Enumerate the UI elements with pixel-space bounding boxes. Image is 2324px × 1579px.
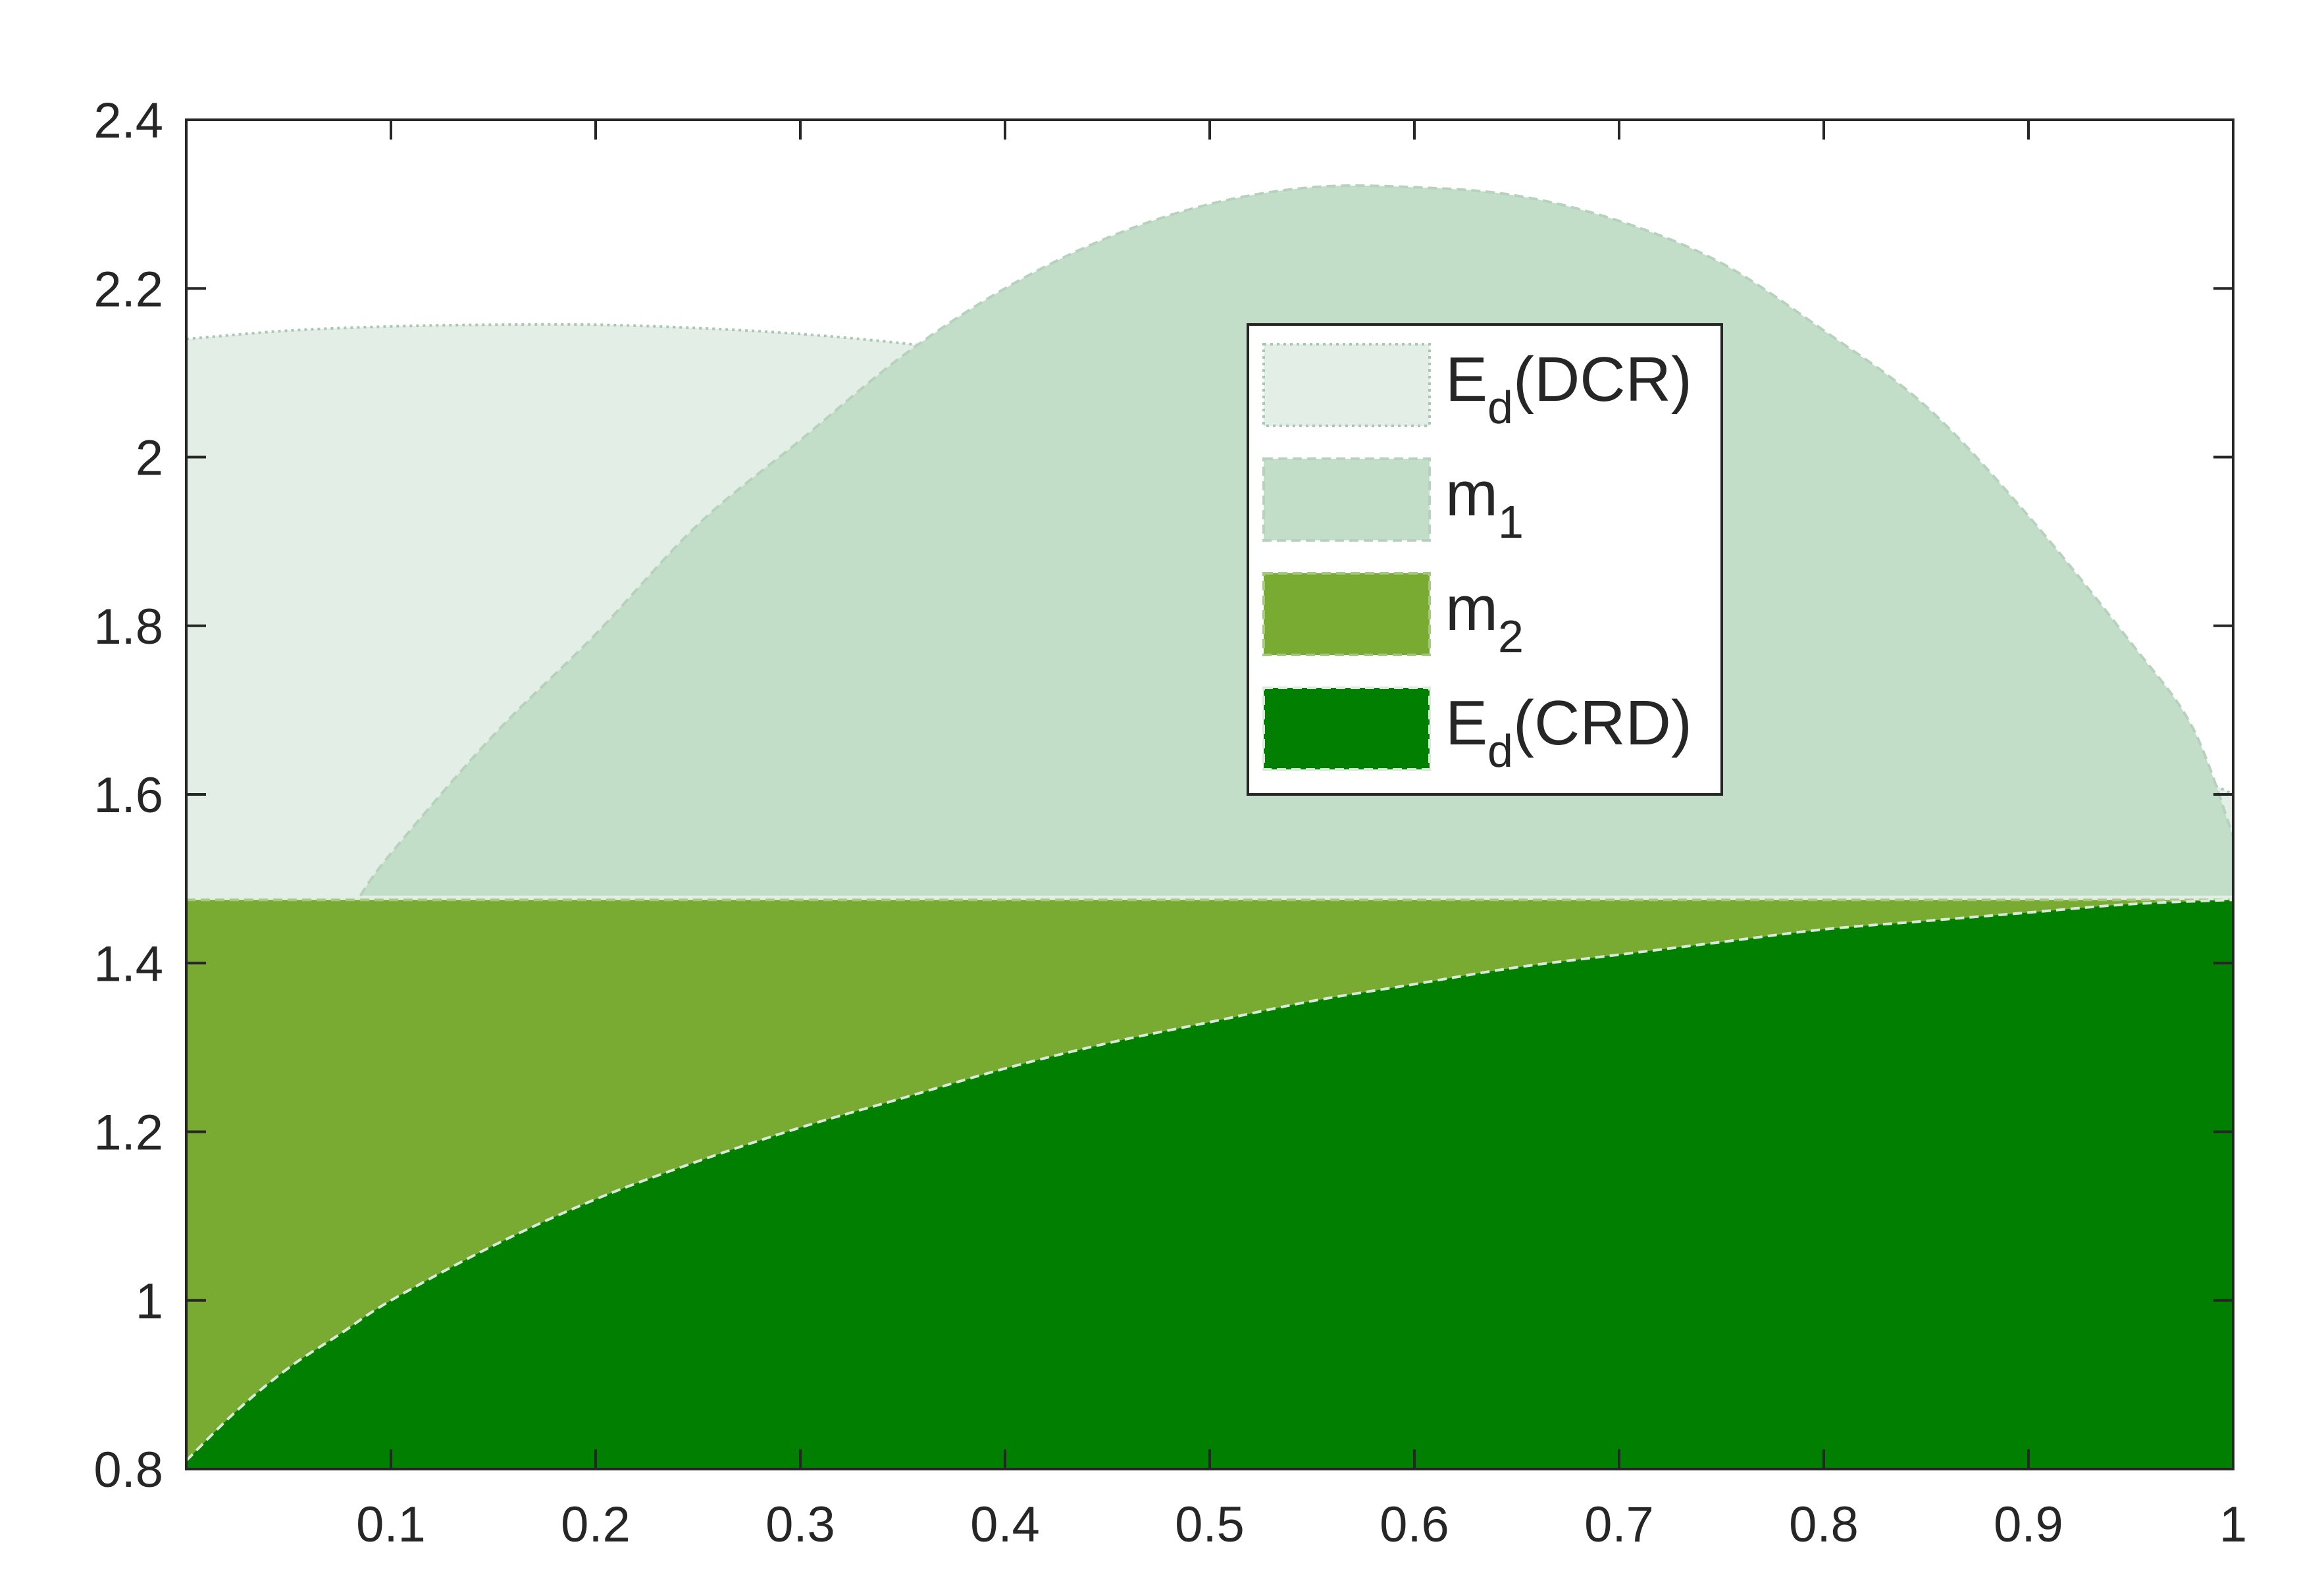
legend-label: m2 [1445,573,1524,662]
y-tick-label: 2.4 [93,93,163,149]
y-tick-label: 2.2 [93,261,163,317]
axes: 0.1 0.2 0.3 0.4 0.5 0.6 0.7 0.8 0.9 1 0.8 1 1.2 1.4 1.… [93,93,2247,1553]
x-tick-label: 0.3 [765,1497,835,1553]
x-tick-label: 1 [2219,1497,2247,1553]
legend-entry-m-1: m1 [1262,457,1524,548]
edge-e-d-crd [185,898,2234,1462]
legend-label: m1 [1445,459,1524,548]
edge-m-1 [359,184,2234,896]
legend-label: Ed(CRD) [1445,688,1692,777]
x-tick-label: 0.8 [1789,1497,1859,1553]
x-tick-label: 0.5 [1175,1497,1245,1553]
series-e-d-crd [185,898,2234,1469]
edge-e-d-dcr [186,323,2234,796]
x-tick-label: 0.6 [1380,1497,1449,1553]
area-e-d-crd [186,900,2233,1469]
y-tick-label: 2 [136,430,163,486]
y-tick-label: 1 [136,1274,163,1330]
y-tick-label: 1.6 [93,767,163,823]
legend-swatch [1262,572,1431,656]
x-tick-label: 0.4 [970,1497,1040,1553]
x-tick-label: 0.7 [1584,1497,1654,1553]
y-tick-label: 1.8 [93,599,163,655]
legend-entry-e-d-crd: Ed(CRD) [1262,686,1692,777]
legend-swatch [1262,686,1431,771]
legend-swatch [1262,457,1431,542]
legend-entry-m-2: m2 [1262,572,1524,662]
legend-swatch [1262,343,1431,427]
y-tick-label: 1.2 [93,1105,163,1161]
legend-label: Ed(DCR) [1445,344,1692,433]
x-tick-label: 0.1 [356,1497,426,1553]
legend-entry-e-d-dcr: Ed(DCR) [1262,343,1692,433]
x-tick-label: 0.2 [561,1497,631,1553]
y-tick-label: 1.4 [93,936,163,992]
y-tick-label: 0.8 [93,1442,163,1498]
x-tick-label: 0.9 [1994,1497,2063,1553]
legend: Ed(DCR) m1 m2 Ed(CRD) [1247,323,1723,796]
